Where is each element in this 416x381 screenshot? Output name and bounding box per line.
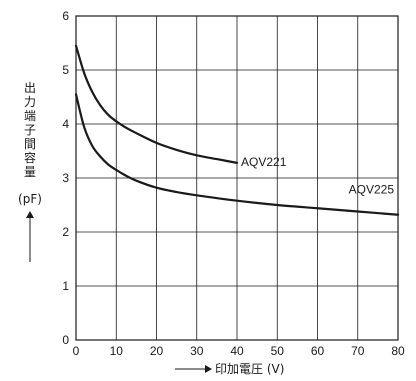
y-tick-label: 3 (62, 171, 69, 185)
y-tick-label: 1 (62, 279, 69, 293)
series-label-aqv221: AQV221 (241, 155, 287, 169)
y-tick-label: 0 (62, 333, 69, 347)
y-tick-label: 5 (62, 63, 69, 77)
x-tick-label: 20 (150, 344, 164, 358)
series-line-aqv225 (74, 93, 400, 216)
plot-frame (75, 15, 399, 341)
x-tick-label: 80 (391, 344, 405, 358)
grid-lines (75, 15, 399, 341)
y-axis-title: 出力端子間容量 (24, 81, 36, 179)
y-tick-label: 4 (62, 117, 69, 131)
y-tick-label: 6 (62, 9, 69, 23)
x-tick-label: 70 (351, 344, 365, 358)
y-axis-unit: (pF) (18, 192, 42, 206)
series-label-aqv225: AQV225 (349, 183, 395, 197)
y-axis-arrow-head (26, 211, 34, 218)
x-axis-title: 印加電圧 (V) (215, 362, 284, 376)
series-annotations: AQV221 AQV225 (241, 155, 394, 197)
x-tick-label: 10 (110, 344, 124, 358)
x-axis-title-group: 印加電圧 (V) (175, 362, 284, 376)
y-tick-label: 2 (62, 225, 69, 239)
x-tick-label: 40 (230, 344, 244, 358)
y-axis-title-group: 出力端子間容量 (pF) (18, 81, 42, 262)
series-line-aqv221 (74, 44, 239, 164)
x-axis-arrow-head (205, 365, 212, 373)
y-tick-labels: 0 1 2 3 4 5 6 (62, 9, 69, 347)
series-lines (74, 44, 400, 216)
x-tick-label: 0 (73, 344, 80, 358)
x-tick-label: 60 (311, 344, 325, 358)
x-tick-label: 30 (190, 344, 204, 358)
x-tick-labels: 0 10 20 30 40 50 60 70 80 (73, 344, 405, 358)
x-tick-label: 50 (271, 344, 285, 358)
